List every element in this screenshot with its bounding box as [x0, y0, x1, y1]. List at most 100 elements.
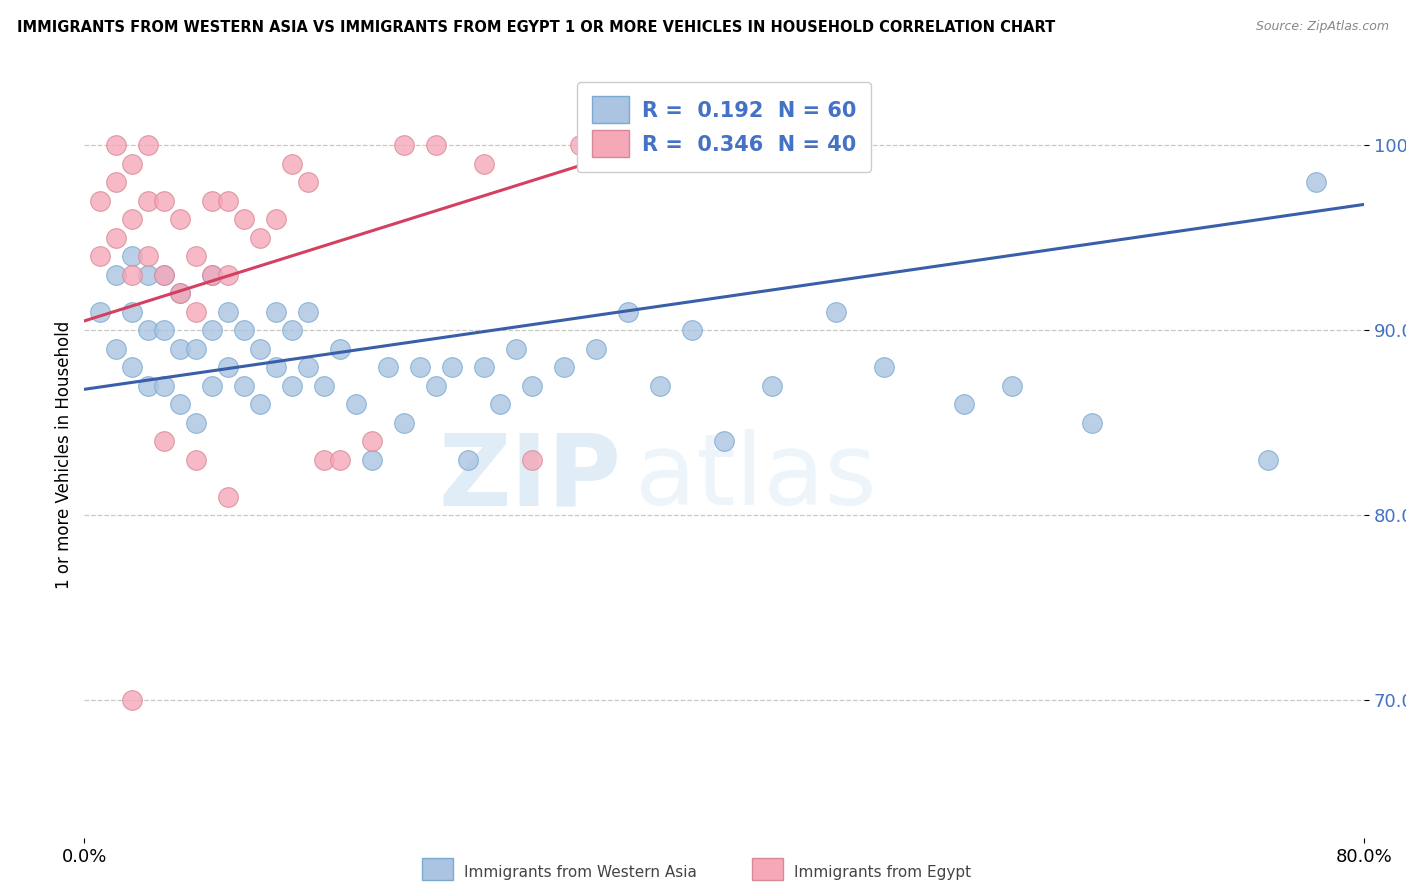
Point: [233, 378, 256, 392]
Point: [186, 416, 208, 430]
Point: [489, 397, 512, 411]
Text: Immigrants from Western Asia: Immigrants from Western Asia: [464, 865, 697, 880]
Point: [361, 452, 384, 467]
Point: [138, 268, 160, 282]
Point: [153, 378, 176, 392]
Point: [201, 378, 224, 392]
Point: [825, 304, 848, 318]
Point: [377, 360, 399, 375]
Point: [105, 231, 128, 245]
Point: [249, 231, 271, 245]
Point: [217, 360, 239, 375]
Point: [297, 360, 319, 375]
Point: [681, 138, 703, 153]
Point: [121, 360, 143, 375]
Point: [457, 452, 479, 467]
Y-axis label: 1 or more Vehicles in Household: 1 or more Vehicles in Household: [55, 321, 73, 589]
Legend: R =  0.192  N = 60, R =  0.346  N = 40: R = 0.192 N = 60, R = 0.346 N = 40: [578, 82, 870, 172]
Text: IMMIGRANTS FROM WESTERN ASIA VS IMMIGRANTS FROM EGYPT 1 OR MORE VEHICLES IN HOUS: IMMIGRANTS FROM WESTERN ASIA VS IMMIGRAN…: [17, 20, 1054, 35]
Point: [281, 157, 304, 171]
Point: [314, 378, 336, 392]
Point: [1257, 452, 1279, 467]
Point: [873, 360, 896, 375]
Text: Source: ZipAtlas.com: Source: ZipAtlas.com: [1256, 20, 1389, 33]
Point: [281, 378, 304, 392]
Point: [522, 452, 544, 467]
Point: [201, 323, 224, 337]
Point: [472, 360, 495, 375]
Point: [314, 452, 336, 467]
Point: [425, 378, 447, 392]
Point: [425, 138, 447, 153]
Point: [89, 304, 111, 318]
Point: [217, 490, 239, 504]
Point: [153, 268, 176, 282]
Point: [1081, 416, 1104, 430]
Point: [105, 138, 128, 153]
Point: [233, 323, 256, 337]
Point: [264, 304, 288, 318]
Point: [394, 138, 416, 153]
Point: [121, 157, 143, 171]
Point: [648, 378, 672, 392]
Text: atlas: atlas: [634, 429, 876, 526]
Point: [201, 194, 224, 208]
Point: [217, 194, 239, 208]
Point: [329, 452, 352, 467]
Point: [472, 157, 495, 171]
Point: [105, 175, 128, 189]
Point: [264, 212, 288, 227]
Point: [217, 268, 239, 282]
Point: [153, 268, 176, 282]
Point: [138, 323, 160, 337]
Point: [505, 342, 527, 356]
Point: [138, 249, 160, 263]
Point: [761, 378, 783, 392]
Point: [121, 304, 143, 318]
Point: [617, 304, 640, 318]
Point: [105, 268, 128, 282]
Point: [186, 342, 208, 356]
Point: [953, 397, 976, 411]
Point: [264, 360, 288, 375]
Point: [569, 138, 592, 153]
Point: [217, 304, 239, 318]
Point: [394, 416, 416, 430]
Point: [186, 452, 208, 467]
Point: [1001, 378, 1024, 392]
Point: [138, 194, 160, 208]
Point: [344, 397, 367, 411]
Point: [169, 212, 191, 227]
Point: [297, 175, 319, 189]
Point: [153, 434, 176, 448]
Point: [633, 138, 655, 153]
Point: [233, 212, 256, 227]
Point: [121, 693, 143, 707]
Point: [297, 304, 319, 318]
Point: [522, 378, 544, 392]
Point: [138, 378, 160, 392]
Point: [169, 342, 191, 356]
Point: [409, 360, 432, 375]
Point: [441, 360, 464, 375]
Point: [121, 268, 143, 282]
Point: [681, 323, 703, 337]
Point: [169, 286, 191, 301]
Point: [249, 397, 271, 411]
Point: [361, 434, 384, 448]
Point: [89, 249, 111, 263]
Point: [89, 194, 111, 208]
Point: [201, 268, 224, 282]
Point: [169, 397, 191, 411]
Point: [153, 194, 176, 208]
Point: [153, 323, 176, 337]
Point: [585, 342, 607, 356]
Point: [713, 434, 735, 448]
Point: [186, 249, 208, 263]
Point: [1305, 175, 1327, 189]
Text: ZIP: ZIP: [439, 429, 621, 526]
Point: [329, 342, 352, 356]
Text: Immigrants from Egypt: Immigrants from Egypt: [794, 865, 972, 880]
Point: [105, 342, 128, 356]
Point: [553, 360, 575, 375]
